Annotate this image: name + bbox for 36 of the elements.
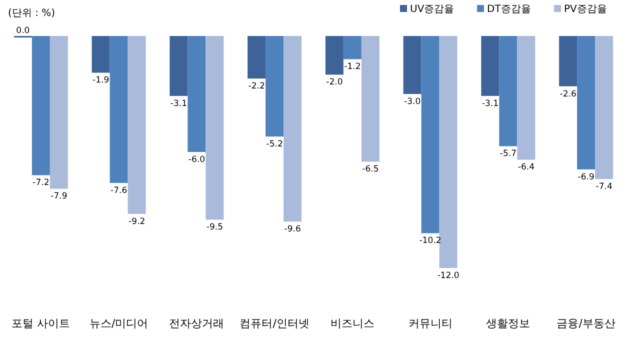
- data-label: -1.9: [92, 76, 110, 86]
- data-label: -6.4: [518, 162, 534, 173]
- data-label: -5.2: [266, 140, 283, 150]
- data-label: -2.2: [248, 82, 265, 92]
- legend-label: DT증감율: [487, 4, 531, 15]
- data-label: -9.5: [206, 222, 223, 233]
- data-label: -6.0: [188, 155, 205, 165]
- data-label: -2.0: [326, 78, 343, 88]
- x-tick-label: 커뮤니티: [408, 317, 452, 330]
- data-label: -3.0: [404, 97, 421, 107]
- x-tick-label: 비즈니스: [330, 317, 374, 330]
- data-label: -9.2: [128, 216, 146, 227]
- x-tick-label: 컴퓨터/인터넷: [240, 317, 310, 330]
- data-label: -10.2: [419, 236, 442, 246]
- data-label: -7.9: [50, 192, 68, 202]
- legend-label: UV증감율: [410, 4, 454, 15]
- data-label: -6.5: [362, 164, 379, 175]
- data-label: -1.2: [344, 62, 361, 72]
- text: (단위 : %): [8, 8, 56, 19]
- x-tick-label: 전자상거래: [169, 317, 224, 330]
- x-tick-label: 포털 사이트: [12, 317, 70, 330]
- x-tick-label: 생활정보: [486, 317, 530, 330]
- data-label: -12.0: [437, 271, 460, 281]
- x-tick-label: 뉴스/미디어: [89, 317, 148, 330]
- data-label: -9.6: [284, 224, 301, 235]
- data-label: 0.0: [16, 26, 30, 36]
- data-label: -2.6: [560, 89, 576, 100]
- data-label: -7.4: [596, 182, 612, 192]
- data-label: -3.1: [170, 98, 187, 109]
- data-label: -6.9: [578, 172, 594, 182]
- data-label: -7.2: [32, 178, 50, 188]
- x-tick-label: 금융/부동산: [556, 317, 616, 330]
- data-label: -3.1: [482, 98, 498, 109]
- legend-label: PV증감율: [564, 4, 607, 15]
- data-label: -5.7: [500, 149, 516, 160]
- data-label: -7.6: [110, 186, 128, 196]
